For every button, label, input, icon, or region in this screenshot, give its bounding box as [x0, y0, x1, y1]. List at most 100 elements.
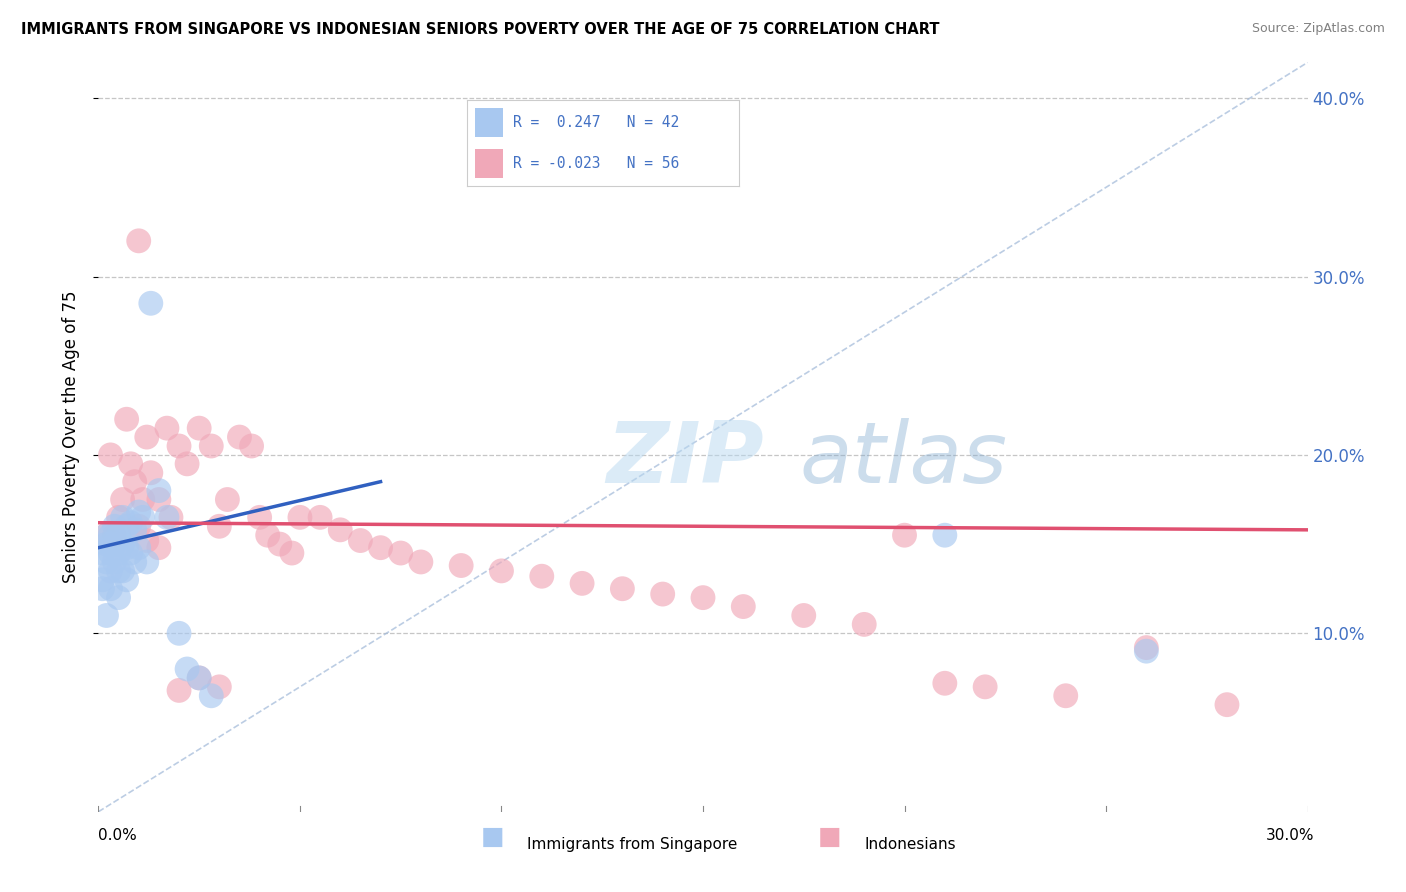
Point	[389, 546, 412, 560]
Point	[167, 626, 190, 640]
Point	[96, 528, 118, 542]
Point	[176, 662, 198, 676]
Point	[120, 457, 142, 471]
Point	[793, 608, 815, 623]
Point	[188, 671, 211, 685]
Text: ■: ■	[818, 825, 841, 849]
Point	[91, 582, 114, 596]
Point	[135, 533, 157, 548]
Text: 30.0%: 30.0%	[1267, 828, 1315, 843]
Point	[100, 528, 122, 542]
Point	[135, 555, 157, 569]
Point	[115, 412, 138, 426]
Point	[128, 234, 150, 248]
Point	[934, 528, 956, 542]
Text: ZIP: ZIP	[606, 418, 763, 501]
Point	[188, 421, 211, 435]
Point	[148, 483, 170, 498]
Point	[530, 569, 553, 583]
Point	[111, 537, 134, 551]
Point	[188, 671, 211, 685]
Point	[256, 528, 278, 542]
Point	[107, 528, 129, 542]
Point	[96, 608, 118, 623]
Text: IMMIGRANTS FROM SINGAPORE VS INDONESIAN SENIORS POVERTY OVER THE AGE OF 75 CORRE: IMMIGRANTS FROM SINGAPORE VS INDONESIAN …	[21, 22, 939, 37]
Point	[100, 448, 122, 462]
Point	[156, 421, 179, 435]
Point	[1135, 644, 1157, 658]
Point	[409, 555, 432, 569]
Point	[491, 564, 513, 578]
Point	[269, 537, 291, 551]
Point	[612, 582, 634, 596]
Point	[103, 537, 125, 551]
Point	[651, 587, 673, 601]
Point	[893, 528, 915, 542]
Point	[281, 546, 304, 560]
Point	[208, 519, 231, 533]
Point	[139, 296, 162, 310]
Point	[692, 591, 714, 605]
Point	[200, 439, 222, 453]
Point	[120, 516, 142, 530]
Point	[208, 680, 231, 694]
Point	[132, 492, 155, 507]
Point	[228, 430, 250, 444]
Text: ■: ■	[481, 825, 503, 849]
Point	[450, 558, 472, 573]
Point	[100, 564, 122, 578]
Point	[1054, 689, 1077, 703]
Point	[974, 680, 997, 694]
Point	[103, 519, 125, 533]
Point	[128, 505, 150, 519]
Point	[934, 676, 956, 690]
Point	[370, 541, 392, 555]
Point	[115, 519, 138, 533]
Point	[349, 533, 371, 548]
Point	[132, 510, 155, 524]
Point	[733, 599, 755, 614]
Point	[91, 546, 114, 560]
Point	[96, 537, 118, 551]
Point	[571, 576, 593, 591]
Point	[124, 475, 146, 489]
Point	[107, 591, 129, 605]
Point	[1135, 640, 1157, 655]
Point	[200, 689, 222, 703]
Point	[135, 430, 157, 444]
Text: Immigrants from Singapore: Immigrants from Singapore	[527, 837, 738, 852]
Point	[111, 510, 134, 524]
Point	[217, 492, 239, 507]
Point	[160, 510, 183, 524]
Point	[853, 617, 876, 632]
Point	[107, 546, 129, 560]
Point	[148, 492, 170, 507]
Point	[176, 457, 198, 471]
Point	[96, 528, 118, 542]
Point	[91, 573, 114, 587]
Point	[309, 510, 332, 524]
Point	[249, 510, 271, 524]
Text: atlas: atlas	[800, 418, 1008, 501]
Point	[128, 541, 150, 555]
Point	[139, 466, 162, 480]
Point	[124, 555, 146, 569]
Point	[107, 564, 129, 578]
Point	[115, 573, 138, 587]
Point	[111, 564, 134, 578]
Point	[103, 528, 125, 542]
Point	[148, 541, 170, 555]
Point	[107, 510, 129, 524]
Point	[288, 510, 311, 524]
Point	[120, 546, 142, 560]
Text: Source: ZipAtlas.com: Source: ZipAtlas.com	[1251, 22, 1385, 36]
Point	[100, 546, 122, 560]
Point	[128, 519, 150, 533]
Point	[100, 537, 122, 551]
Point	[156, 510, 179, 524]
Text: Indonesians: Indonesians	[865, 837, 956, 852]
Point	[103, 555, 125, 569]
Point	[240, 439, 263, 453]
Point	[124, 523, 146, 537]
Y-axis label: Seniors Poverty Over the Age of 75: Seniors Poverty Over the Age of 75	[62, 291, 80, 583]
